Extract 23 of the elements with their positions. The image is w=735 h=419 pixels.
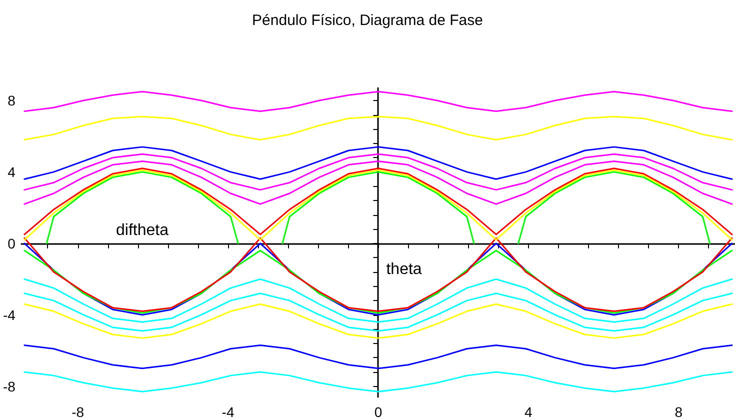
x-tick-label: 8 xyxy=(674,404,683,419)
line-series xyxy=(24,116,733,141)
y-tick-label: -4 xyxy=(2,306,16,323)
line-series xyxy=(24,292,733,332)
line-series xyxy=(24,303,733,339)
y-tick-label: 0 xyxy=(8,235,16,252)
line-series xyxy=(24,146,733,180)
x-tick-label: -4 xyxy=(222,404,234,419)
line-series xyxy=(24,278,733,323)
x-tick-label: -8 xyxy=(72,404,84,419)
y-tick-label: -8 xyxy=(2,378,16,394)
chart-title: Péndulo Físico, Diagrama de Fase xyxy=(252,12,483,29)
x-axis-title: theta xyxy=(386,260,422,278)
line-series xyxy=(24,371,733,392)
x-tick-label: 4 xyxy=(524,404,533,419)
x-tick-label: 0 xyxy=(374,404,382,419)
line-series xyxy=(24,153,733,191)
y-axis-title: diftheta xyxy=(116,222,169,239)
line-series xyxy=(24,160,733,205)
y-tick-label: 8 xyxy=(8,92,16,109)
line-series xyxy=(24,344,733,370)
line-series xyxy=(24,90,733,112)
y-tick-label: 4 xyxy=(8,164,16,180)
